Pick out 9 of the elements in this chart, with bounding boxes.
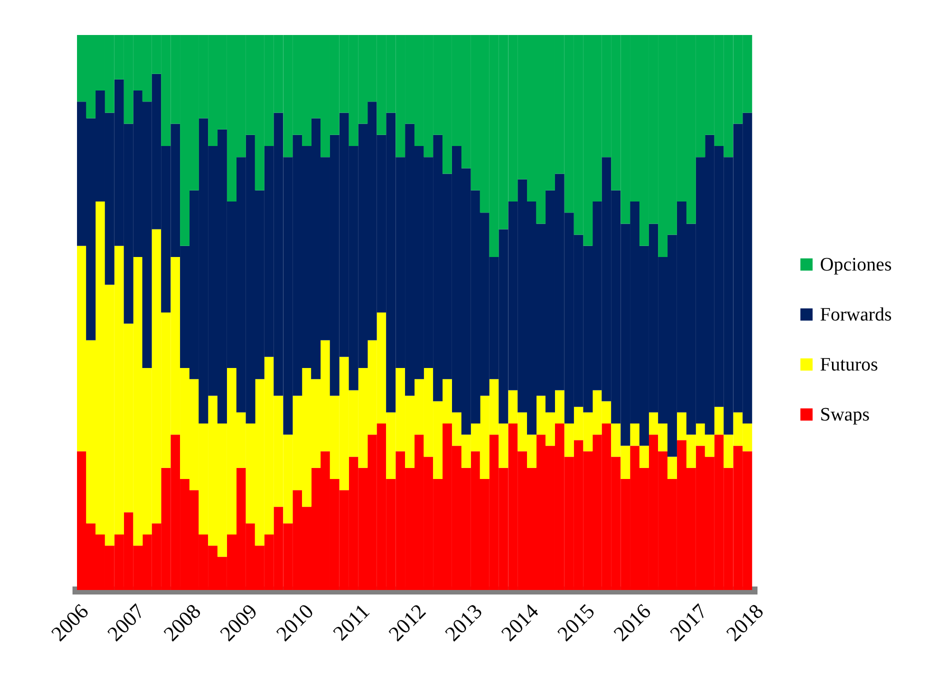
legend-label: Futuros bbox=[820, 354, 878, 376]
bar bbox=[714, 406, 724, 435]
bar bbox=[630, 424, 640, 446]
x-tick-label: 2011 bbox=[328, 599, 374, 646]
legend-label: Opciones bbox=[820, 254, 892, 276]
bar bbox=[639, 446, 649, 468]
legend-label: Swaps bbox=[820, 404, 870, 426]
bar bbox=[667, 456, 677, 479]
legend-label: Forwards bbox=[820, 304, 892, 326]
